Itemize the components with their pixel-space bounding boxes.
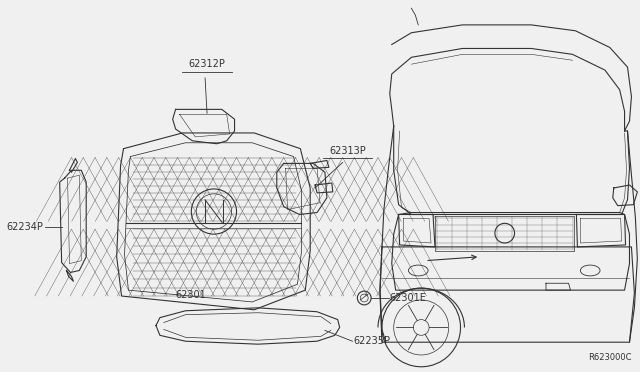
Text: 62235P: 62235P [353, 336, 390, 346]
Text: 62301E: 62301E [390, 293, 427, 303]
Text: R623000C: R623000C [588, 353, 632, 362]
Text: 62312P: 62312P [189, 59, 225, 69]
Text: 62301: 62301 [175, 290, 205, 300]
Text: 62313P: 62313P [329, 145, 366, 155]
Text: 62234P: 62234P [6, 222, 43, 232]
